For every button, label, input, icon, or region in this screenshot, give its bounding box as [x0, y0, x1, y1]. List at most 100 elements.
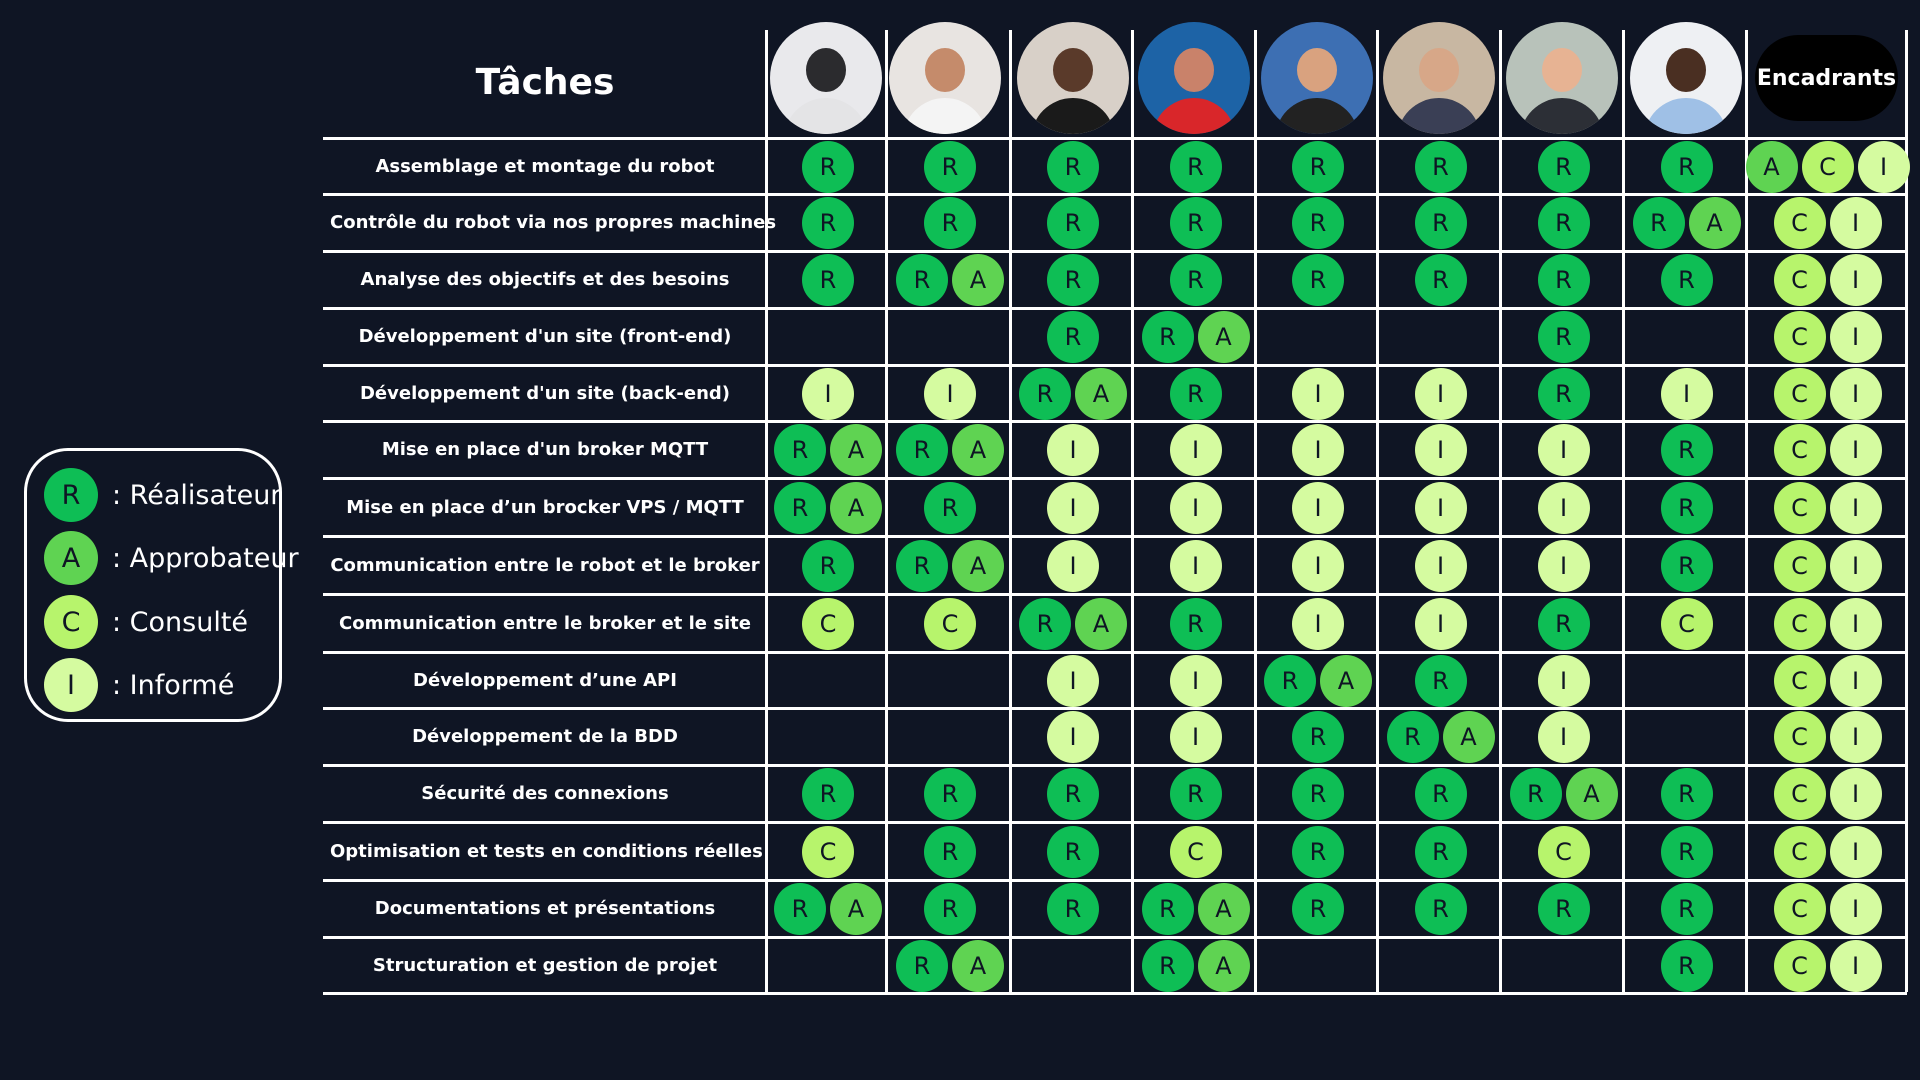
- role-badge-i: I: [1829, 367, 1882, 420]
- role-badge-i: I: [924, 367, 976, 420]
- role-badge-c: C: [1773, 481, 1826, 534]
- legend-badge-i: I: [44, 658, 98, 712]
- role-badge-c: C: [1801, 140, 1854, 193]
- role-badge-i: I: [1829, 254, 1882, 306]
- role-badge-c: C: [1773, 597, 1826, 650]
- task-label: Assemblage et montage du robot: [375, 156, 715, 177]
- avatar-body: [1275, 98, 1359, 134]
- row-divider: [323, 651, 1907, 654]
- role-badge-i: I: [1292, 424, 1344, 476]
- raci-cell: C: [1625, 596, 1748, 651]
- role-badge-i: I: [1537, 424, 1590, 476]
- role-badge-c: C: [1773, 825, 1826, 878]
- column-divider: [765, 30, 768, 992]
- role-badge-i: I: [1414, 367, 1467, 420]
- raci-cell: I: [1134, 423, 1257, 477]
- raci-cell: [1379, 310, 1502, 364]
- role-badge-r: R: [1047, 883, 1099, 935]
- role-badge-r: R: [1414, 883, 1467, 935]
- role-badge-c: C: [1773, 539, 1826, 592]
- role-badge-a: A: [1197, 939, 1250, 992]
- encadrants-header: Encadrants: [1755, 35, 1898, 121]
- raci-cell: R: [1502, 367, 1625, 420]
- raci-cell: R: [1625, 767, 1748, 821]
- role-badge-c: C: [802, 825, 854, 878]
- role-badge-r: R: [1169, 768, 1222, 820]
- raci-cell: R: [1134, 596, 1257, 651]
- legend-item-informe: I : Informé: [44, 655, 234, 715]
- role-badge-r: R: [924, 481, 976, 534]
- row-divider: [323, 879, 1907, 882]
- raci-cell: I: [1379, 367, 1502, 420]
- role-badge-r: R: [802, 768, 854, 820]
- role-badge-i: I: [1047, 654, 1099, 707]
- avatar-body: [1520, 98, 1604, 134]
- column-divider: [885, 30, 888, 992]
- raci-cell: C: [1134, 824, 1257, 879]
- raci-cell: I: [1257, 538, 1379, 593]
- raci-cell: R: [1379, 140, 1502, 193]
- raci-cell: C: [888, 596, 1012, 651]
- role-badge-i: I: [1829, 424, 1882, 476]
- legend-badge-c: C: [44, 595, 98, 649]
- raci-cell: I: [1379, 480, 1502, 535]
- role-badge-i: I: [1169, 654, 1222, 707]
- role-badge-a: A: [1442, 711, 1495, 763]
- avatar-head: [1666, 48, 1706, 92]
- raci-cell: R: [1625, 480, 1748, 535]
- raci-cell: I: [1257, 367, 1379, 420]
- raci-cell: C: [768, 824, 888, 879]
- role-badge-a: A: [952, 539, 1004, 592]
- raci-cell: I: [1502, 538, 1625, 593]
- role-badge-c: C: [1773, 197, 1826, 249]
- raci-cell: R: [1134, 253, 1257, 307]
- raci-cell: I: [1012, 480, 1134, 535]
- task-label: Sécurité des connexions: [421, 783, 669, 804]
- raci-cell: I: [1134, 710, 1257, 764]
- role-badge-i: I: [802, 367, 854, 420]
- raci-cell: R: [1134, 140, 1257, 193]
- row-divider: [323, 193, 1907, 196]
- raci-cell: R: [1012, 824, 1134, 879]
- raci-cell: R: [1625, 824, 1748, 879]
- member-avatar: [1383, 22, 1495, 134]
- row-divider: [323, 137, 1907, 140]
- role-badge-r: R: [896, 539, 948, 592]
- role-badge-a: A: [1565, 768, 1618, 820]
- role-badge-r: R: [1141, 311, 1194, 363]
- role-badge-r: R: [1509, 768, 1562, 820]
- member-avatar: [1138, 22, 1250, 134]
- role-badge-r: R: [1169, 597, 1222, 650]
- member-avatar: [1261, 22, 1373, 134]
- task-label: Communication entre le robot et le broke…: [330, 555, 760, 576]
- role-badge-r: R: [1537, 883, 1590, 935]
- raci-cell: R: [1379, 253, 1502, 307]
- raci-cell: I: [1134, 538, 1257, 593]
- role-badge-r: R: [1660, 939, 1713, 992]
- raci-cell: I: [1012, 710, 1134, 764]
- raci-cell: R: [1257, 824, 1379, 879]
- column-divider: [1376, 30, 1379, 992]
- role-badge-c: C: [1773, 654, 1826, 707]
- row-divider: [323, 250, 1907, 253]
- row-divider: [323, 707, 1907, 710]
- role-badge-r: R: [1660, 140, 1713, 193]
- raci-cell: I: [1257, 423, 1379, 477]
- column-divider: [1254, 30, 1257, 992]
- role-badge-a: A: [830, 424, 882, 476]
- role-badge-r: R: [1292, 883, 1344, 935]
- role-badge-r: R: [924, 140, 976, 193]
- task-label: Documentations et présentations: [374, 898, 716, 919]
- role-badge-i: I: [1169, 539, 1222, 592]
- raci-cell: R: [1012, 196, 1134, 250]
- raci-cell: R: [1379, 824, 1502, 879]
